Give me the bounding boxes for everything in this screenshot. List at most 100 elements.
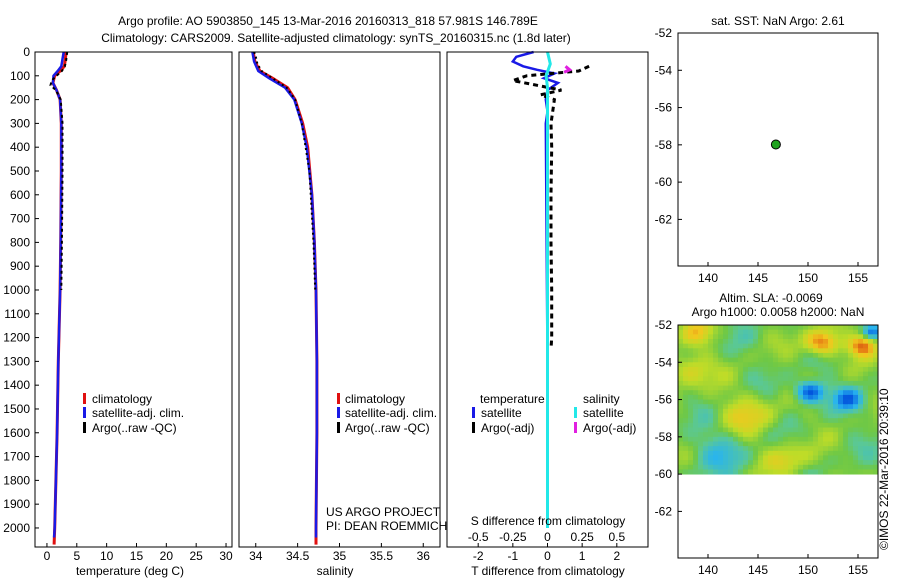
sla-cell bbox=[868, 446, 874, 452]
sla-cell bbox=[683, 450, 689, 456]
sla-cell bbox=[768, 352, 774, 359]
sla-cell bbox=[848, 376, 854, 382]
salinity-line-climatology bbox=[251, 51, 319, 545]
sla-cell bbox=[683, 338, 689, 345]
sla-cell bbox=[833, 413, 839, 419]
sla-cell bbox=[723, 371, 729, 377]
legend-swatch-s-argo bbox=[574, 422, 577, 433]
sla-cell bbox=[703, 399, 709, 405]
sla-cell bbox=[698, 338, 704, 345]
sla-cell bbox=[858, 432, 864, 438]
temperature-x-ticks: 0 5 10 15 20 25 30 bbox=[44, 543, 233, 563]
sla-cell bbox=[873, 413, 879, 419]
sla-cell bbox=[743, 390, 749, 396]
sla-cell bbox=[858, 352, 864, 359]
sla-cell bbox=[753, 329, 759, 335]
sla-cell bbox=[708, 464, 714, 470]
sla-cell bbox=[783, 432, 789, 438]
sla-cell bbox=[788, 348, 794, 354]
sla-cell bbox=[788, 329, 794, 335]
sla-cell bbox=[818, 399, 824, 405]
sla-cell bbox=[783, 408, 789, 414]
sla-cell bbox=[698, 418, 704, 424]
sla-cell bbox=[678, 362, 684, 368]
pi-label: PI: DEAN ROEMMICH bbox=[326, 519, 447, 533]
sla-cell bbox=[798, 338, 804, 345]
sla-cell bbox=[783, 446, 789, 452]
sla-cell bbox=[773, 348, 779, 354]
sla-cell bbox=[803, 404, 809, 410]
sla-cell bbox=[718, 427, 724, 433]
sla-cell bbox=[693, 325, 699, 331]
sla-cell bbox=[713, 357, 719, 363]
sla-cell bbox=[758, 450, 764, 456]
sla-cell bbox=[868, 385, 874, 391]
sla-cell bbox=[853, 362, 859, 368]
sla-cell bbox=[688, 357, 694, 363]
sla-cell bbox=[818, 436, 824, 442]
sla-cell bbox=[708, 436, 714, 442]
sla-cell bbox=[713, 408, 719, 414]
sla-cell bbox=[803, 343, 809, 349]
sla-cell bbox=[758, 446, 764, 452]
sla-cell bbox=[738, 446, 744, 452]
sla-cell bbox=[758, 385, 764, 391]
sla-cell bbox=[858, 394, 864, 400]
sla-cell bbox=[738, 455, 744, 461]
sla-cell bbox=[768, 325, 774, 331]
sla-cell bbox=[818, 455, 824, 461]
sla-cell bbox=[783, 352, 789, 359]
sla-cell bbox=[803, 390, 809, 396]
sla-cell bbox=[823, 385, 829, 391]
sla-cell bbox=[738, 366, 744, 372]
sla-cell bbox=[778, 371, 784, 377]
sla-cell bbox=[863, 464, 869, 470]
sla-cell bbox=[858, 404, 864, 410]
sla-cell bbox=[863, 469, 869, 475]
sla-cell bbox=[848, 352, 854, 359]
sla-cell bbox=[718, 404, 724, 410]
sla-cell bbox=[863, 450, 869, 456]
sla-cell bbox=[763, 334, 769, 340]
sla-cell bbox=[843, 357, 849, 363]
sla-cell bbox=[713, 427, 719, 433]
sla-cell bbox=[853, 404, 859, 410]
sla-cell bbox=[723, 464, 729, 470]
sla-cell bbox=[808, 450, 814, 456]
legend-swatch-s-satellite bbox=[574, 407, 577, 418]
map-x-tick-label: 145 bbox=[748, 563, 768, 577]
legend-label-satellite: satellite-adj. clim. bbox=[92, 406, 184, 420]
sla-cell bbox=[873, 366, 879, 372]
sla-cell bbox=[728, 422, 734, 428]
sla-cell bbox=[783, 460, 789, 466]
sla-cell bbox=[718, 399, 724, 405]
sla-cell bbox=[778, 366, 784, 372]
argo-position-marker bbox=[770, 139, 781, 150]
sla-cell bbox=[808, 441, 814, 447]
sla-cell bbox=[823, 348, 829, 354]
depth-tick-label: 900 bbox=[10, 259, 30, 273]
sla-cell bbox=[853, 441, 859, 447]
sla-cell bbox=[688, 408, 694, 414]
sla-cell bbox=[733, 469, 739, 475]
sla-cell bbox=[828, 450, 834, 456]
sla-cell bbox=[748, 376, 754, 382]
sla-cell bbox=[723, 390, 729, 396]
sla-cell bbox=[683, 390, 689, 396]
sla-cell bbox=[693, 352, 699, 359]
sla-cell bbox=[768, 399, 774, 405]
sla-cell bbox=[848, 469, 854, 475]
sla-cell bbox=[703, 380, 709, 386]
sla-cell bbox=[838, 408, 844, 414]
map-y-tick-label: -52 bbox=[655, 318, 673, 332]
sla-cell bbox=[848, 334, 854, 340]
map-y-tick-label: -60 bbox=[655, 467, 673, 481]
sla-cell bbox=[858, 441, 864, 447]
sla-cell bbox=[803, 371, 809, 377]
sla-cell bbox=[853, 352, 859, 359]
sla-cell bbox=[768, 422, 774, 428]
sla-cell bbox=[798, 334, 804, 340]
sla-cell bbox=[858, 329, 864, 335]
sla-cell bbox=[768, 441, 774, 447]
